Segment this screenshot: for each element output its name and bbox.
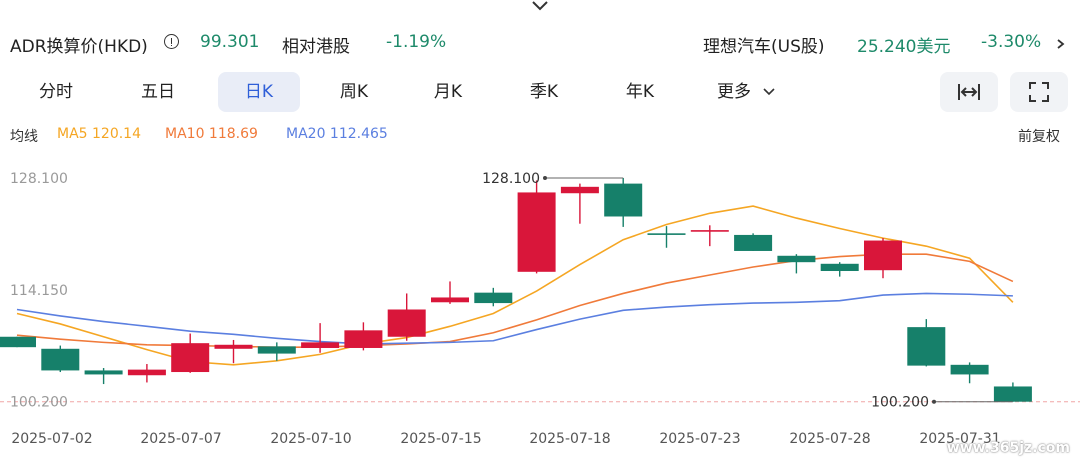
candle bbox=[820, 262, 859, 277]
ma-label: 均线 bbox=[10, 129, 38, 145]
us-stock-label: 理想汽车(US股) bbox=[703, 37, 825, 57]
candle-body bbox=[907, 327, 946, 366]
ma5-line bbox=[16, 205, 1014, 366]
high-marker-dot bbox=[543, 176, 547, 180]
x-tick-label: 2025-07-31 bbox=[919, 431, 1000, 447]
ma20-legend: MA20 112.465 bbox=[286, 126, 388, 142]
tab-more[interactable]: 更多 bbox=[717, 82, 751, 102]
y-tick-label: 114.150 bbox=[10, 283, 68, 299]
candle bbox=[431, 281, 469, 304]
candle-body bbox=[84, 370, 123, 375]
chevron-right-icon[interactable] bbox=[1054, 39, 1068, 49]
candle bbox=[257, 342, 296, 361]
quote-header: ADR换算价(HKD) 99.301 相对港股 -1.19% 理想汽车(US股)… bbox=[0, 28, 1080, 60]
candle bbox=[41, 345, 80, 373]
adjust-label[interactable]: 前复权 bbox=[1018, 129, 1060, 145]
candle bbox=[950, 362, 989, 384]
y-tick-label: 100.200 bbox=[10, 395, 68, 411]
candle bbox=[171, 333, 210, 373]
low-price-label: 100.200 bbox=[871, 395, 929, 411]
tab-daily-k[interactable]: 日K bbox=[218, 72, 300, 112]
candle-body bbox=[993, 386, 1032, 402]
candle-body bbox=[301, 342, 340, 348]
ma10-line bbox=[16, 253, 1014, 348]
candlestick-chart[interactable]: 128.100 114.150 100.200 2025-07-02 2025-07-… bbox=[0, 150, 1080, 460]
tab-five-day[interactable]: 五日 bbox=[141, 82, 175, 102]
ma-legend: 均线 MA5 120.14 MA10 118.69 MA20 112.465 前… bbox=[0, 126, 1080, 146]
candle-body bbox=[127, 369, 166, 376]
candle-body bbox=[734, 234, 773, 251]
adr-value: 99.301 bbox=[200, 32, 260, 52]
watermark: www.365jz.com bbox=[946, 440, 1070, 456]
us-price: 25.240美元 bbox=[857, 37, 951, 57]
candle-body bbox=[820, 263, 859, 272]
candle bbox=[993, 382, 1032, 402]
candle-body bbox=[344, 330, 383, 348]
candle-body bbox=[387, 309, 426, 337]
y-tick-label: 128.100 bbox=[10, 171, 68, 187]
tab-monthly-k[interactable]: 月K bbox=[433, 82, 463, 102]
candle-body bbox=[560, 186, 599, 194]
candle bbox=[647, 226, 686, 248]
candle-body bbox=[517, 192, 556, 272]
candle-body bbox=[431, 297, 469, 303]
candle bbox=[474, 287, 513, 307]
candle bbox=[517, 180, 556, 274]
tab-quarterly-k[interactable]: 季K bbox=[529, 82, 559, 102]
chevron-down-icon[interactable] bbox=[529, 0, 551, 12]
candle bbox=[301, 323, 340, 353]
x-tick-label: 2025-07-07 bbox=[140, 431, 221, 447]
period-tabs: 分时 五日 日K 周K 月K 季K 年K 更多 bbox=[0, 72, 1080, 114]
x-tick-label: 2025-07-18 bbox=[529, 431, 610, 447]
x-tick-label: 2025-07-10 bbox=[270, 431, 351, 447]
fullscreen-button[interactable] bbox=[1010, 72, 1068, 112]
candle bbox=[777, 254, 816, 274]
candle-body bbox=[41, 348, 80, 371]
candle bbox=[907, 319, 946, 367]
candle bbox=[734, 233, 773, 251]
adr-label: ADR换算价(HKD) bbox=[10, 37, 148, 57]
tab-weekly-k[interactable]: 周K bbox=[339, 82, 369, 102]
x-tick-label: 2025-07-02 bbox=[11, 431, 92, 447]
candle-body bbox=[171, 343, 210, 373]
candle bbox=[344, 322, 383, 351]
relative-value: -1.19% bbox=[386, 32, 447, 52]
x-tick-label: 2025-07-28 bbox=[789, 431, 870, 447]
us-change: -3.30% bbox=[981, 32, 1042, 52]
ma5-legend: MA5 120.14 bbox=[57, 126, 141, 142]
relative-label: 相对港股 bbox=[282, 37, 350, 57]
fit-width-button[interactable] bbox=[940, 72, 998, 112]
ma20-line bbox=[16, 292, 1013, 345]
x-tick-label: 2025-07-15 bbox=[400, 431, 481, 447]
candle-body bbox=[257, 346, 296, 354]
candle bbox=[84, 368, 123, 385]
candle-body bbox=[604, 183, 643, 217]
candle-body bbox=[214, 344, 253, 349]
low-marker-dot bbox=[932, 399, 936, 404]
candle-body bbox=[474, 292, 513, 304]
fullscreen-icon bbox=[1029, 82, 1049, 102]
candle bbox=[0, 336, 36, 348]
candle-body bbox=[950, 364, 989, 375]
candle bbox=[690, 225, 729, 247]
tab-intraday[interactable]: 分时 bbox=[39, 82, 73, 102]
info-icon[interactable] bbox=[164, 34, 179, 49]
candle bbox=[560, 183, 599, 224]
fit-width-icon bbox=[958, 84, 980, 100]
candle-body bbox=[0, 336, 36, 348]
candle bbox=[864, 238, 902, 279]
high-price-label: 128.100 bbox=[482, 171, 540, 187]
candle bbox=[387, 293, 426, 341]
ma10-legend: MA10 118.69 bbox=[165, 126, 258, 142]
candle-body bbox=[647, 233, 686, 235]
candle-body bbox=[777, 255, 816, 263]
candle-body bbox=[690, 230, 729, 232]
candle bbox=[127, 364, 166, 383]
candle-body bbox=[864, 240, 902, 271]
candle bbox=[214, 339, 253, 364]
x-tick-label: 2025-07-23 bbox=[659, 431, 740, 447]
candle bbox=[604, 178, 643, 227]
tab-yearly-k[interactable]: 年K bbox=[625, 82, 655, 102]
more-chevron-icon[interactable] bbox=[762, 87, 776, 97]
